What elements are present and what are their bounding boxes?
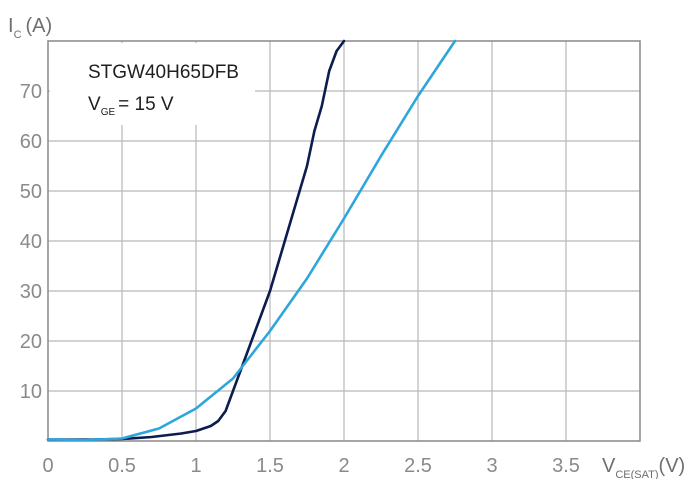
y-tick-label: 10 — [20, 381, 42, 403]
annotation-condition-value: = 15 V — [118, 94, 174, 115]
y-axis-label-main: I — [8, 15, 14, 37]
x-tick-label: 3.5 — [552, 455, 580, 477]
annotation-device: STGW40H65DFB — [88, 62, 239, 83]
x-axis-label-unit: (V) — [659, 455, 686, 477]
x-tick-label: 2 — [338, 455, 349, 477]
y-tick-labels: 10 20 30 40 50 60 70 — [20, 81, 42, 403]
annotation-condition-main: V — [88, 94, 101, 115]
x-tick-label: 2.5 — [404, 455, 432, 477]
series-line-1 — [46, 39, 346, 441]
x-tick-label: 0.5 — [108, 455, 136, 477]
y-axis-label: IC (A) — [8, 15, 52, 41]
y-tick-label: 40 — [20, 231, 42, 253]
x-tick-labels: 0 0.5 1 1.5 2 2.5 3 3.5 — [42, 455, 579, 477]
annotation-box: STGW40H65DFB VGE = 15 V — [50, 43, 255, 125]
y-tick-label: 30 — [20, 281, 42, 303]
annotation-condition-sub: GE — [101, 107, 116, 118]
x-axis-label-main: V — [602, 455, 616, 477]
y-tick-label: 70 — [20, 81, 42, 103]
series-layer — [46, 39, 457, 442]
x-tick-label: 1 — [190, 455, 201, 477]
grid — [48, 41, 640, 441]
y-axis-label-sub: C — [14, 29, 22, 41]
x-tick-label: 0 — [42, 455, 53, 477]
x-tick-label: 1.5 — [256, 455, 284, 477]
x-axis-label-sub: CE(SAT) — [615, 469, 658, 479]
x-tick-label: 3 — [486, 455, 497, 477]
y-tick-label: 20 — [20, 331, 42, 353]
annotation-condition: VGE = 15 V — [88, 94, 174, 118]
y-tick-label: 60 — [20, 131, 42, 153]
x-axis-label: VCE(SAT)(V) — [602, 455, 685, 479]
y-axis-label-unit: (A) — [26, 15, 53, 37]
series-line-2 — [46, 39, 457, 442]
y-tick-label: 50 — [20, 181, 42, 203]
